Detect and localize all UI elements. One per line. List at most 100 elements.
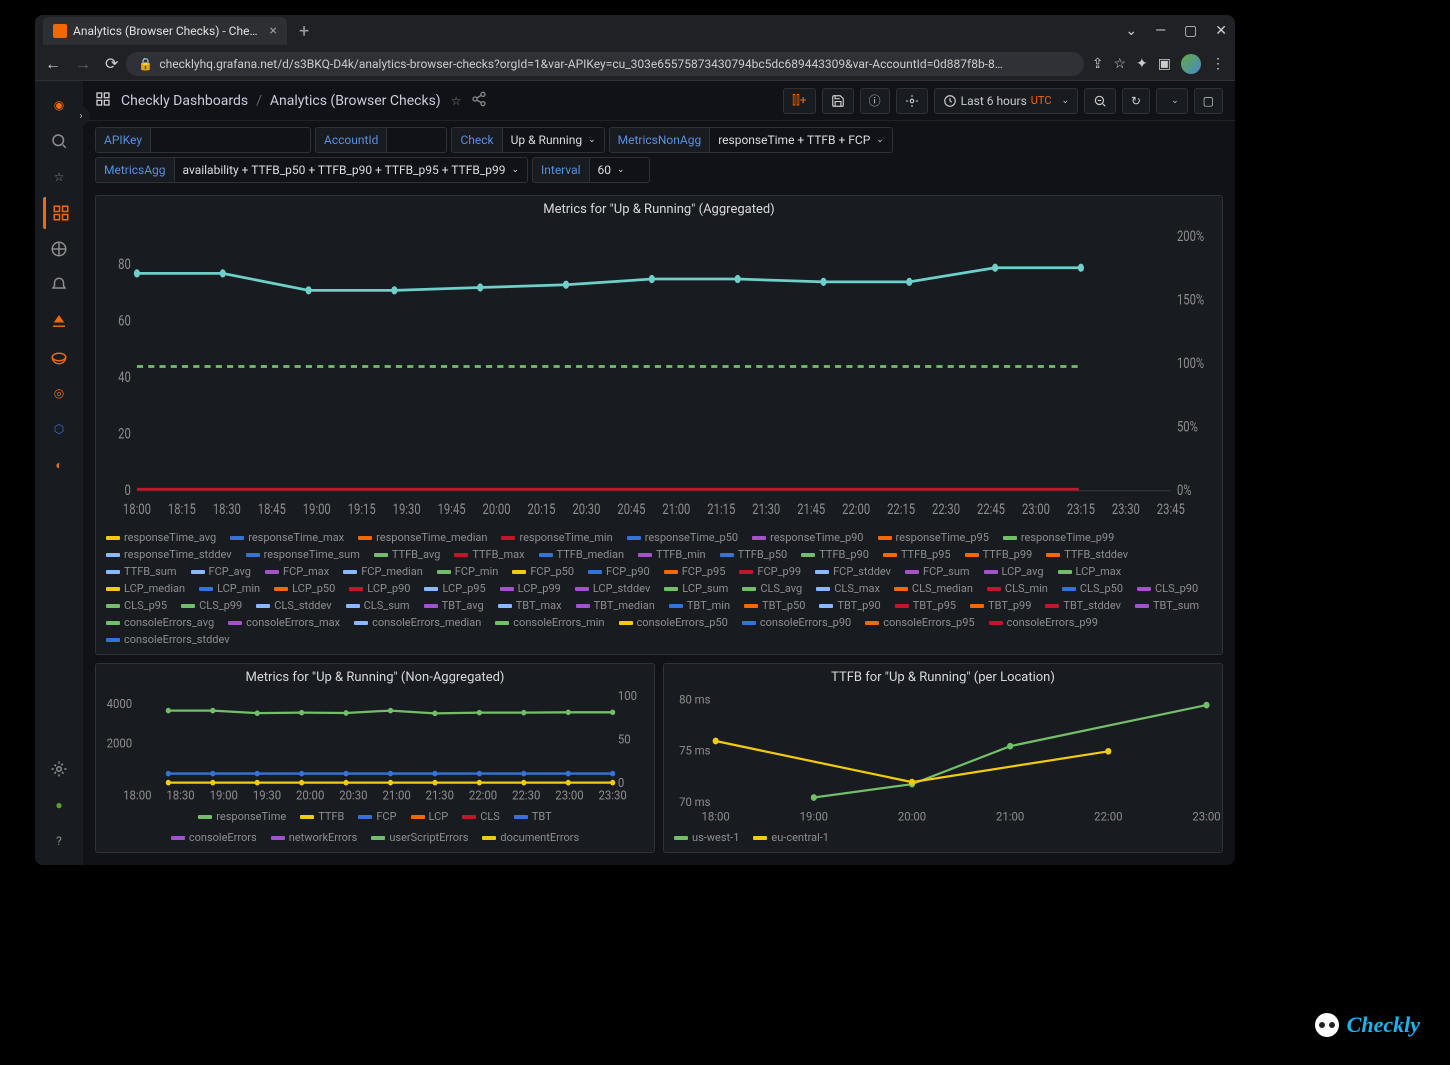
legend-item[interactable]: consoleErrors_median (354, 616, 481, 629)
legend-item[interactable]: LCP_max (1058, 565, 1122, 578)
starred-icon[interactable]: ☆ (43, 161, 75, 193)
close-window-icon[interactable]: ✕ (1215, 23, 1227, 39)
legend-item[interactable]: TBT_p99 (970, 599, 1031, 612)
legend-item[interactable]: TBT_p95 (895, 599, 956, 612)
legend-item[interactable]: LCP_p90 (349, 582, 410, 595)
refresh-interval-button[interactable]: ⌄ (1156, 88, 1188, 114)
legend-item[interactable]: TTFB_p95 (883, 548, 951, 561)
legend-item[interactable]: FCP_sum (905, 565, 970, 578)
extensions-icon[interactable]: ✦ (1136, 56, 1148, 72)
avatar[interactable] (1181, 54, 1201, 74)
panel-icon[interactable]: ▣ (1158, 56, 1171, 72)
legend-item[interactable]: FCP_avg (191, 565, 251, 578)
legend-item[interactable]: responseTime_p90 (752, 531, 863, 544)
breadcrumb-root[interactable]: Checkly Dashboards (121, 93, 248, 109)
legend-item[interactable]: responseTime_median (358, 531, 487, 544)
reload-icon[interactable]: ⟳ (105, 54, 118, 74)
legend-item[interactable]: CLS_p95 (106, 599, 167, 612)
legend-item[interactable]: LCP_min (199, 582, 260, 595)
alerting-icon[interactable] (43, 269, 75, 301)
kiosk-button[interactable]: ▢ (1194, 88, 1223, 114)
search-icon[interactable] (43, 125, 75, 157)
legend-item[interactable]: FCP_stddev (815, 565, 891, 578)
dashboard-grid-icon[interactable] (95, 91, 111, 110)
legend-item[interactable]: TTFB_p50 (720, 548, 788, 561)
legend-item[interactable]: TTFB_p90 (801, 548, 869, 561)
synthetics-icon[interactable]: ◎ (43, 377, 75, 409)
legend-item[interactable]: CLS_stddev (256, 599, 331, 612)
legend-item[interactable]: documentErrors (482, 831, 579, 844)
gear-button[interactable] (896, 88, 928, 114)
legend-item[interactable]: responseTime_p95 (878, 531, 989, 544)
legend-item[interactable]: eu-central-1 (753, 831, 829, 844)
legend-item[interactable]: consoleErrors_p90 (742, 616, 851, 629)
legend-item[interactable]: consoleErrors_avg (106, 616, 214, 629)
app-icon[interactable]: ◐ (43, 449, 75, 481)
legend-item[interactable]: TBT_sum (1135, 599, 1199, 612)
filter-apikey[interactable]: APIKey (95, 127, 311, 153)
chevron-down-icon[interactable]: ⌄ (1125, 23, 1137, 39)
legend-item[interactable]: FCP_p50 (512, 565, 574, 578)
filter-value[interactable] (387, 127, 447, 153)
filter-value[interactable]: responseTime + TTFB + FCP⌄ (710, 127, 893, 153)
legend-item[interactable]: TBT_max (498, 599, 562, 612)
legend-item[interactable]: TTFB_min (638, 548, 706, 561)
menu-icon[interactable]: ⋮ (1211, 56, 1225, 72)
legend-item[interactable]: LCP_sum (664, 582, 728, 595)
legend-item[interactable]: responseTime_max (230, 531, 344, 544)
share-url-icon[interactable]: ⇪ (1092, 56, 1104, 72)
legend-item[interactable]: FCP_median (343, 565, 423, 578)
legend-item[interactable]: FCP_p90 (588, 565, 650, 578)
legend-item[interactable]: CLS_p90 (1137, 582, 1198, 595)
legend-item[interactable]: CLS_min (987, 582, 1048, 595)
legend-item[interactable]: consoleErrors_stddev (106, 633, 230, 646)
expand-sidebar-icon[interactable]: › (72, 107, 90, 125)
kubernetes-icon[interactable]: ⬡ (43, 413, 75, 445)
legend-item[interactable]: TBT_min (669, 599, 730, 612)
filter-accountid[interactable]: AccountId (315, 127, 447, 153)
legend-item[interactable]: userScriptErrors (371, 831, 468, 844)
time-range-picker[interactable]: Last 6 hours UTC ⌄ (934, 88, 1078, 114)
legend-item[interactable]: TBT_median (576, 599, 655, 612)
legend-item[interactable]: FCP_p99 (739, 565, 801, 578)
new-tab-button[interactable]: + (299, 21, 309, 42)
legend-item[interactable]: TTFB_max (454, 548, 524, 561)
maximize-icon[interactable]: ▢ (1184, 23, 1197, 39)
dashboards-icon[interactable] (43, 197, 75, 229)
info-button[interactable]: ⓘ (860, 88, 890, 114)
legend-item[interactable]: responseTime (198, 810, 286, 823)
filter-value[interactable]: availability + TTFB_p50 + TTFB_p90 + TTF… (175, 157, 528, 183)
legend-item[interactable]: consoleErrors_min (495, 616, 604, 629)
save-button[interactable] (822, 88, 854, 114)
filter-metricsnonagg[interactable]: MetricsNonAggresponseTime + TTFB + FCP⌄ (609, 127, 893, 153)
zoom-out-button[interactable] (1084, 88, 1116, 114)
legend-item[interactable]: CLS_p50 (1062, 582, 1123, 595)
legend-item[interactable]: LCP (411, 810, 449, 823)
legend-item[interactable]: FCP_p95 (664, 565, 726, 578)
grafana-logo-icon[interactable]: ◉ (43, 89, 75, 121)
legend-item[interactable]: responseTime_stddev (106, 548, 232, 561)
browser-tab[interactable]: Analytics (Browser Checks) - Che… × (43, 17, 287, 45)
legend-item[interactable]: CLS_sum (346, 599, 410, 612)
add-panel-button[interactable]: ⫿⫿+ (783, 88, 816, 114)
filter-value[interactable]: 60⌄ (590, 157, 650, 183)
legend-item[interactable]: CLS (462, 810, 500, 823)
forward-icon[interactable]: → (75, 54, 91, 74)
legend-item[interactable]: TBT (514, 810, 552, 823)
legend-item[interactable]: LCP_median (106, 582, 185, 595)
legend-item[interactable]: responseTime_avg (106, 531, 216, 544)
legend-item[interactable]: responseTime_p99 (1003, 531, 1114, 544)
legend-item[interactable]: LCP_p99 (500, 582, 561, 595)
legend-item[interactable]: responseTime_sum (246, 548, 360, 561)
legend-item[interactable]: us-west-1 (674, 831, 739, 844)
legend-item[interactable]: FCP_max (265, 565, 329, 578)
legend-item[interactable]: LCP_p95 (424, 582, 485, 595)
explore-icon[interactable] (43, 233, 75, 265)
filter-metricsagg[interactable]: MetricsAggavailability + TTFB_p50 + TTFB… (95, 157, 528, 183)
legend-item[interactable]: TTFB_avg (374, 548, 440, 561)
filter-value[interactable]: Up & Running⌄ (503, 127, 605, 153)
legend-item[interactable]: TTFB_sum (106, 565, 177, 578)
star-icon[interactable]: ☆ (451, 94, 462, 108)
legend-item[interactable]: FCP_min (437, 565, 499, 578)
filter-value[interactable] (151, 127, 311, 153)
